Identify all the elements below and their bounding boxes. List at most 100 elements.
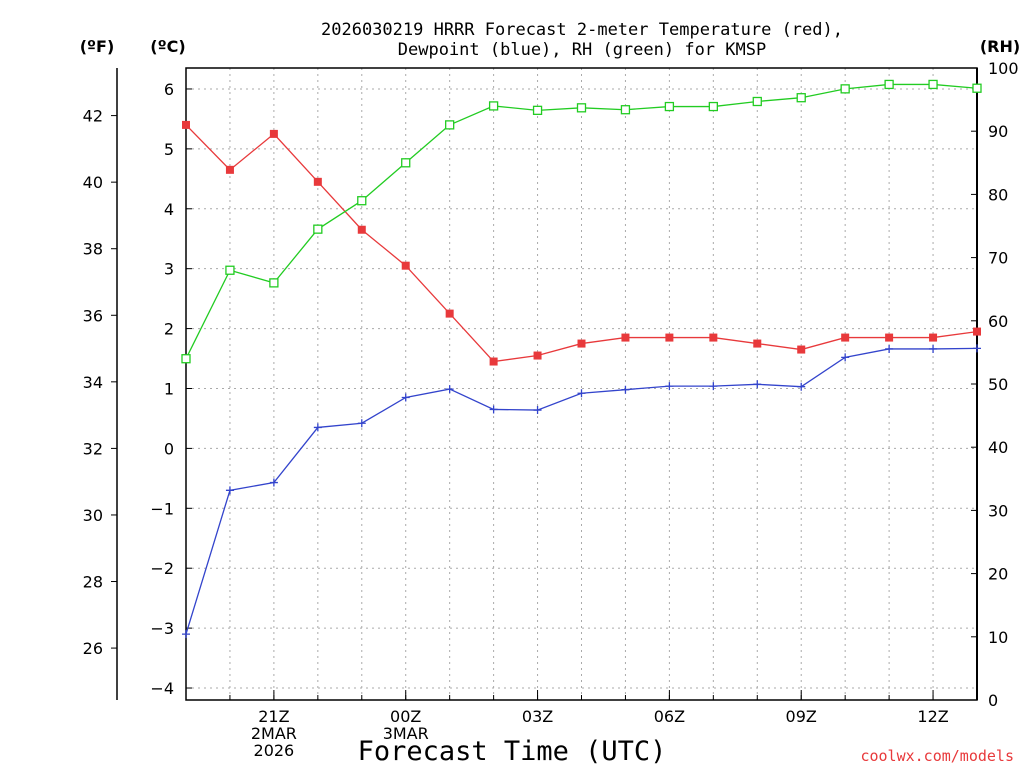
dewpoint-data-point — [401, 393, 410, 402]
plot-frame — [185, 67, 978, 701]
rh-data-point — [401, 158, 411, 168]
x-tick-label: 00Z — [390, 707, 421, 726]
rh-data-point — [225, 265, 235, 275]
rh-data-point — [972, 83, 982, 93]
credit-label: coolwx.com/models — [860, 747, 1014, 765]
temperature-data-point — [401, 261, 410, 270]
x-tick-label: 03Z — [522, 707, 553, 726]
celsius-tick-label: 0 — [164, 439, 174, 458]
temperature-data-point — [885, 333, 894, 342]
temperature-data-point — [577, 339, 586, 348]
dewpoint-data-point — [621, 385, 630, 394]
rh-data-point — [796, 93, 806, 103]
rh-data-point — [708, 101, 718, 112]
fahrenheit-tick-label: 36 — [83, 306, 103, 325]
temperature-data-point — [621, 333, 630, 342]
rh-tick-label: 10 — [988, 628, 1008, 647]
temperature-data-point — [797, 345, 806, 354]
fahrenheit-tick-label: 34 — [83, 373, 103, 392]
rh-tick-label: 60 — [988, 312, 1008, 331]
fahrenheit-tick-label: 26 — [83, 639, 103, 658]
rh-tick-label: 50 — [988, 375, 1008, 394]
dewpoint-data-point — [445, 385, 454, 394]
rh-tick-label: 90 — [988, 122, 1008, 141]
celsius-unit-label: (ºC) — [150, 37, 185, 56]
rh-data-point — [488, 101, 499, 111]
chart-title-line1: 2026030219 HRRR Forecast 2-meter Tempera… — [321, 20, 843, 40]
dewpoint-data-point — [665, 382, 674, 391]
temperature-data-point — [841, 333, 850, 342]
dewpoint-data-point — [753, 380, 762, 389]
data-series — [181, 79, 982, 639]
celsius-tick-label: 2 — [164, 320, 174, 339]
temperature-data-point — [665, 333, 674, 342]
dewpoint-data-point — [182, 630, 190, 639]
chart-title-line2: Dewpoint (blue), RH (green) for KMSP — [398, 40, 766, 60]
celsius-tick-label: 6 — [164, 80, 174, 99]
fahrenheit-tick-label: 40 — [83, 173, 103, 192]
dewpoint-data-point — [841, 353, 850, 362]
fahrenheit-tick-label: 42 — [83, 107, 103, 126]
celsius-tick-label: −2 — [150, 559, 174, 578]
x-tick-label: 2MAR — [251, 724, 297, 743]
rh-tick-label: 20 — [988, 565, 1008, 584]
temperature-data-point — [225, 165, 234, 174]
rh-tick-label: 80 — [988, 185, 1008, 204]
rh-data-point — [928, 79, 938, 90]
x-tick-label: 2026 — [254, 741, 295, 760]
grid-lines — [185, 68, 978, 700]
fahrenheit-unit-label: (ºF) — [80, 37, 115, 56]
celsius-tick-label: 1 — [164, 379, 174, 398]
rh-tick-label: 70 — [988, 249, 1008, 268]
dewpoint-data-point — [973, 344, 981, 353]
dewpoint-data-point — [357, 419, 366, 428]
rh-tick-label: 0 — [988, 691, 998, 710]
celsius-tick-label: −4 — [150, 679, 174, 698]
x-tick-label: 12Z — [917, 707, 948, 726]
x-tick-label: 09Z — [786, 707, 817, 726]
rh-data-point — [620, 105, 631, 115]
rh-data-point — [269, 278, 279, 288]
temperature-data-point — [533, 351, 542, 360]
rh-data-point — [664, 101, 675, 112]
fahrenheit-tick-label: 30 — [83, 506, 103, 525]
dewpoint-data-point — [489, 405, 498, 414]
celsius-tick-label: −1 — [150, 499, 174, 518]
rh-data-point — [357, 196, 367, 206]
temperature-data-point — [929, 333, 938, 342]
rh-unit-label: (RH) — [980, 37, 1020, 56]
temperature-data-point — [753, 339, 762, 348]
rh-data-point — [181, 354, 191, 364]
celsius-tick-label: 4 — [164, 200, 174, 219]
rh-series-line — [185, 83, 978, 360]
rh-tick-label: 40 — [988, 438, 1008, 457]
temperature-data-point — [489, 357, 498, 366]
fahrenheit-tick-label: 32 — [83, 439, 103, 458]
temperature-data-point — [182, 120, 190, 129]
rh-data-point — [313, 224, 323, 234]
dewpoint-data-point — [797, 382, 806, 391]
axes: −4−3−2−101234562628303234363840420102030… — [83, 59, 1019, 760]
rh-data-point — [884, 79, 894, 90]
dewpoint-data-point — [885, 344, 894, 353]
x-tick-label: 06Z — [654, 707, 685, 726]
rh-data-point — [532, 105, 543, 115]
celsius-tick-label: 3 — [164, 260, 174, 279]
celsius-tick-label: −3 — [150, 619, 174, 638]
rh-data-point — [445, 120, 455, 130]
temperature-data-point — [973, 327, 981, 336]
dewpoint-data-point — [709, 382, 718, 391]
temperature-data-point — [709, 333, 718, 342]
temperature-data-point — [269, 129, 278, 138]
dewpoint-data-point — [313, 423, 322, 432]
temperature-data-point — [313, 177, 322, 186]
dewpoint-data-point — [929, 344, 938, 353]
dewpoint-data-point — [269, 478, 278, 487]
temperature-data-point — [445, 309, 454, 318]
rh-data-point — [752, 96, 762, 107]
x-tick-label: 3MAR — [383, 724, 429, 743]
rh-tick-label: 30 — [988, 501, 1008, 520]
rh-tick-label: 100 — [988, 59, 1019, 78]
dewpoint-data-point — [225, 486, 234, 495]
